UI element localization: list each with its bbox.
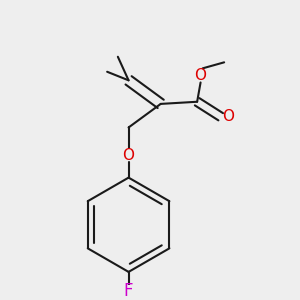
Text: F: F bbox=[124, 282, 133, 300]
Text: O: O bbox=[222, 109, 234, 124]
Text: O: O bbox=[123, 148, 135, 163]
Text: O: O bbox=[195, 68, 207, 83]
